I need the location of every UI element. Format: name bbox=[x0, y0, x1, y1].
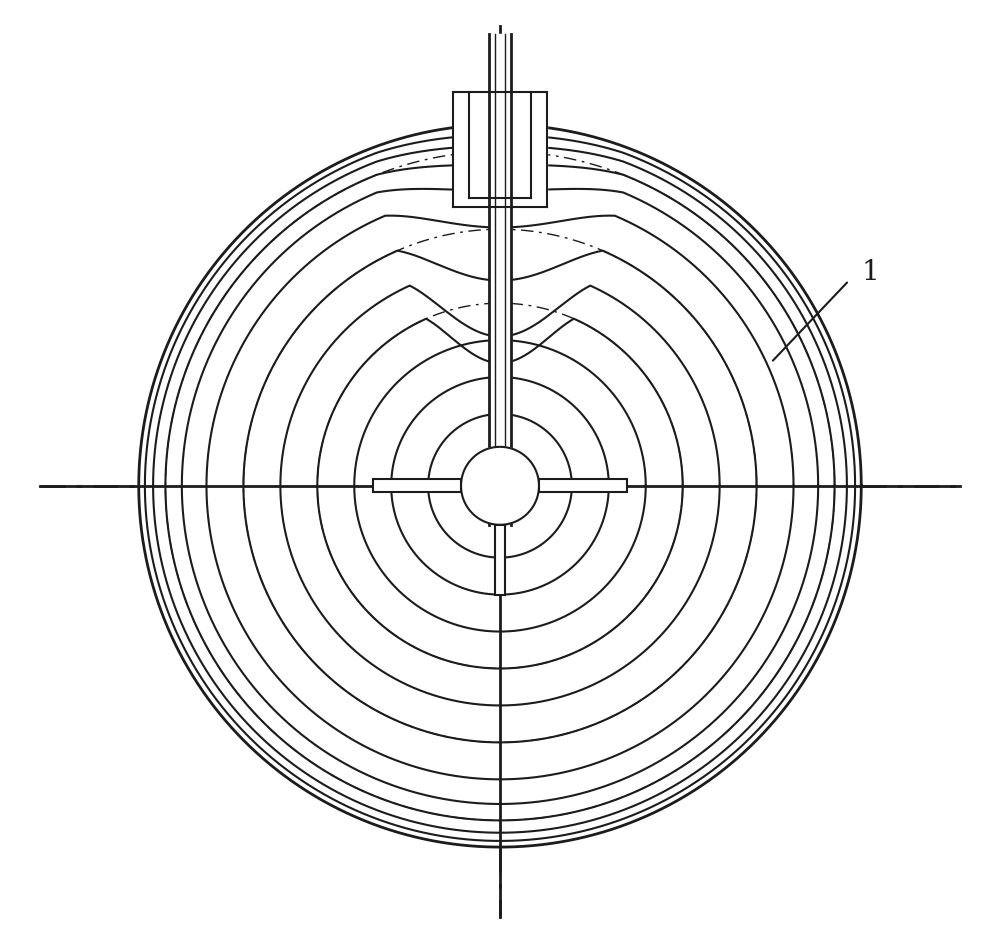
Text: 1: 1 bbox=[861, 259, 879, 286]
Bar bbox=[495, 525, 505, 595]
Bar bbox=[539, 479, 627, 492]
Bar bbox=[373, 479, 461, 492]
Polygon shape bbox=[461, 447, 539, 525]
